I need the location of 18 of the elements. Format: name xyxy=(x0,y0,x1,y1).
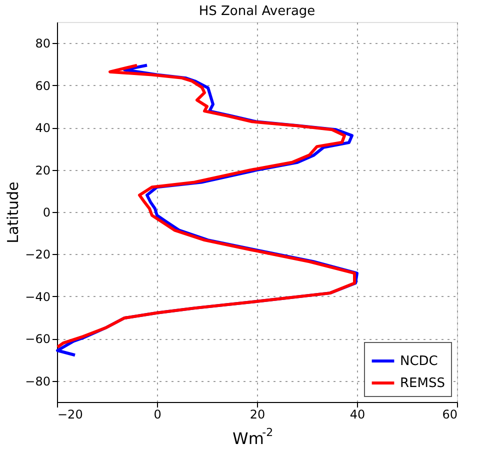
y-tick-label: −40 xyxy=(25,290,50,304)
y-axis-title: Latitude xyxy=(4,182,22,244)
legend-label: NCDC xyxy=(400,354,438,369)
legend-label: REMSS xyxy=(400,376,445,391)
y-tick-label: −20 xyxy=(25,248,50,262)
x-tick-label: 0 xyxy=(154,408,162,422)
chart-title: HS Zonal Average xyxy=(198,4,316,19)
y-tick-label: −80 xyxy=(25,374,50,388)
y-tick-label: 80 xyxy=(35,36,50,51)
y-tick-label: 40 xyxy=(35,121,50,136)
y-tick-label: 60 xyxy=(35,78,50,93)
x-tick-label: 20 xyxy=(250,408,266,422)
y-tick-label: −60 xyxy=(25,332,50,346)
x-tick-label: 40 xyxy=(350,408,366,422)
x-tick-label: 60 xyxy=(442,408,458,422)
x-tick-label: −20 xyxy=(58,408,83,422)
y-tick-label: 20 xyxy=(35,163,50,178)
y-tick-label: 0 xyxy=(42,206,50,220)
